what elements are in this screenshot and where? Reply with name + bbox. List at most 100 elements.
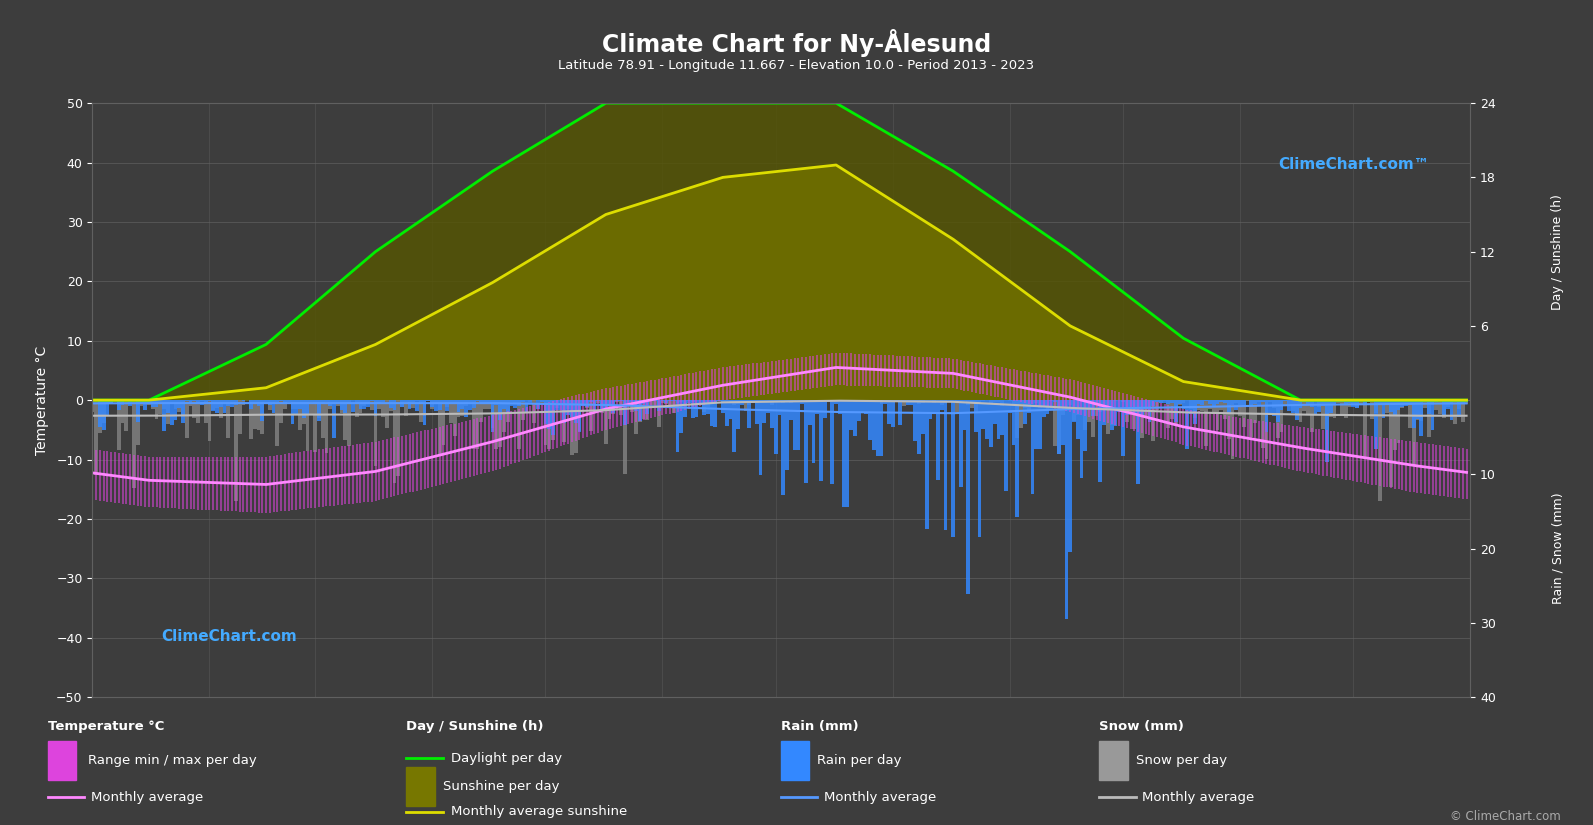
Bar — [392, 400, 397, 483]
Bar — [212, 400, 215, 411]
Bar — [374, 400, 378, 416]
Bar — [339, 400, 344, 410]
Bar — [1268, 400, 1273, 402]
Bar — [913, 400, 918, 441]
Bar — [182, 400, 185, 423]
Bar — [1188, 400, 1193, 414]
Bar — [185, 400, 188, 439]
Bar — [744, 400, 747, 411]
Bar — [890, 400, 895, 427]
Bar — [959, 400, 962, 402]
Bar — [637, 400, 642, 422]
Bar — [201, 400, 204, 404]
Bar — [714, 400, 717, 402]
Bar — [303, 400, 306, 423]
Bar — [405, 400, 408, 403]
Bar — [962, 400, 967, 402]
Bar — [1446, 400, 1450, 409]
Bar — [680, 400, 683, 432]
Bar — [416, 400, 419, 401]
Bar — [755, 400, 758, 403]
Bar — [242, 400, 245, 401]
Bar — [494, 400, 499, 404]
Bar — [174, 400, 177, 420]
Bar — [256, 400, 260, 431]
Text: Monthly average sunshine: Monthly average sunshine — [451, 805, 628, 818]
Bar — [196, 400, 201, 422]
Bar — [943, 400, 948, 403]
Bar — [879, 400, 883, 404]
Bar — [370, 400, 374, 401]
Bar — [1231, 400, 1235, 459]
Bar — [389, 400, 392, 411]
Bar — [1144, 400, 1147, 408]
Bar — [540, 400, 543, 404]
Bar — [1254, 400, 1257, 423]
Bar — [1193, 400, 1196, 417]
Bar — [1321, 400, 1325, 429]
Bar — [1254, 400, 1257, 403]
Bar — [521, 400, 524, 402]
Bar — [973, 400, 978, 412]
Bar — [951, 400, 956, 537]
Bar — [378, 400, 381, 403]
Bar — [1196, 400, 1201, 410]
Bar — [675, 400, 680, 452]
Bar — [1102, 400, 1106, 407]
Bar — [1188, 400, 1193, 408]
Bar — [499, 400, 502, 420]
Bar — [1106, 400, 1110, 407]
Bar — [811, 400, 816, 463]
Bar — [717, 400, 722, 402]
Bar — [143, 400, 147, 405]
Bar — [1099, 741, 1128, 780]
Bar — [902, 400, 906, 406]
Bar — [226, 400, 231, 406]
Bar — [967, 400, 970, 595]
Bar — [1303, 400, 1306, 402]
Bar — [733, 400, 736, 452]
Bar — [876, 400, 879, 456]
Bar — [1235, 400, 1238, 410]
Bar — [1000, 400, 1004, 435]
Bar — [268, 400, 272, 405]
Bar — [419, 400, 422, 422]
Bar — [1348, 400, 1351, 407]
Bar — [589, 400, 593, 402]
Bar — [336, 400, 339, 403]
Text: ClimeChart.com: ClimeChart.com — [161, 629, 296, 644]
Bar — [226, 400, 231, 438]
Bar — [1166, 400, 1171, 403]
Bar — [215, 400, 218, 408]
Bar — [91, 400, 94, 412]
Bar — [637, 400, 642, 421]
Bar — [452, 400, 457, 403]
Bar — [290, 400, 295, 408]
Bar — [234, 400, 237, 405]
Bar — [1309, 400, 1314, 407]
Bar — [502, 400, 507, 409]
Bar — [918, 400, 921, 404]
Bar — [1423, 400, 1427, 408]
Bar — [763, 400, 766, 401]
Bar — [264, 400, 268, 402]
Bar — [158, 400, 162, 414]
Bar — [593, 400, 596, 412]
Bar — [460, 400, 464, 409]
Bar — [793, 400, 796, 403]
Bar — [105, 400, 110, 404]
Bar — [116, 400, 121, 450]
Bar — [231, 400, 234, 402]
Bar — [1114, 400, 1117, 426]
Bar — [1392, 400, 1397, 416]
Bar — [1265, 400, 1268, 459]
Bar — [378, 400, 381, 409]
Text: Snow per day: Snow per day — [1136, 754, 1227, 767]
Bar — [427, 400, 430, 401]
Bar — [487, 400, 491, 403]
Bar — [755, 400, 758, 424]
Bar — [758, 400, 763, 475]
Bar — [906, 400, 910, 401]
Bar — [981, 400, 984, 429]
Bar — [355, 400, 358, 417]
